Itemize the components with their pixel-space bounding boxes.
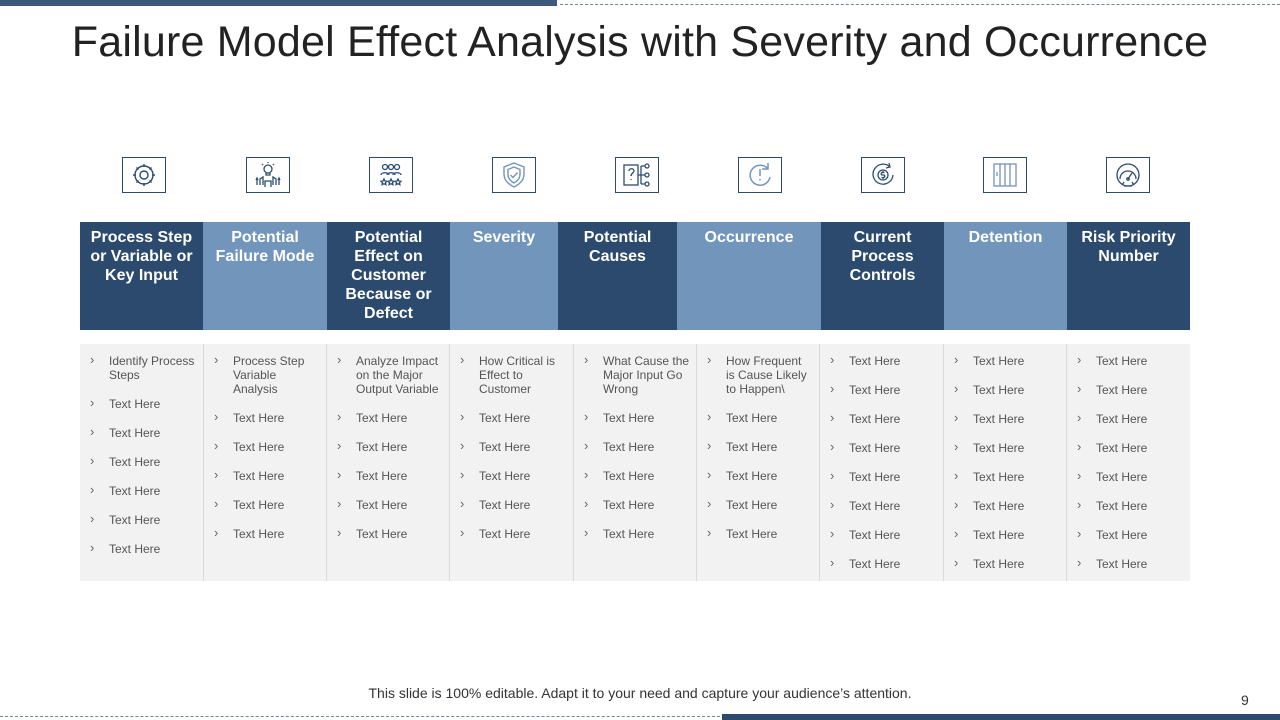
list-item: Text Here — [327, 439, 449, 454]
list-item: Text Here — [1067, 556, 1190, 571]
list-item: Text Here — [80, 541, 203, 556]
column-potential-causes: What Cause the Major Input Go Wrong Text… — [574, 344, 697, 581]
list-item: Text Here — [697, 526, 819, 541]
list-item: Text Here — [450, 439, 573, 454]
icon-row — [80, 157, 1190, 195]
bottom-dashed-line — [0, 716, 720, 717]
list-item: Text Here — [327, 497, 449, 512]
header-potential-failure-mode: Potential Failure Mode — [203, 222, 327, 330]
list-item: How Critical is Effect to Customer — [450, 353, 573, 396]
list-item: Text Here — [697, 497, 819, 512]
list-item: Text Here — [574, 526, 696, 541]
list-item: Text Here — [327, 468, 449, 483]
list-item: Text Here — [1067, 527, 1190, 542]
list-item: Text Here — [944, 411, 1066, 426]
list-item: Text Here — [450, 497, 573, 512]
list-item: What Cause the Major Input Go Wrong — [574, 353, 696, 396]
table-header-row: Process Step or Variable or Key Input Po… — [80, 222, 1190, 330]
list-item: Text Here — [820, 353, 943, 368]
list-item: Text Here — [820, 556, 943, 571]
list-item: Text Here — [327, 526, 449, 541]
header-severity: Severity — [450, 222, 558, 330]
header-risk-priority-number: Risk Priority Number — [1067, 222, 1190, 330]
column-occurrence: How Frequent is Cause Likely to Happen\ … — [697, 344, 820, 581]
slide-title: Failure Model Effect Analysis with Sever… — [71, 18, 1209, 66]
list-item: Text Here — [820, 527, 943, 542]
column-potential-effect: Analyze Impact on the Major Output Varia… — [327, 344, 450, 581]
list-item: Text Here — [1067, 469, 1190, 484]
list-item: How Frequent is Cause Likely to Happen\ — [697, 353, 819, 396]
header-detention: Detention — [944, 222, 1067, 330]
list-item: Text Here — [1067, 382, 1190, 397]
list-item: Text Here — [820, 440, 943, 455]
page-number: 9 — [1241, 692, 1249, 708]
list-item: Text Here — [327, 410, 449, 425]
list-item: Text Here — [944, 469, 1066, 484]
team-rating-icon — [369, 157, 413, 193]
list-item: Text Here — [574, 439, 696, 454]
table-body-row: Identify Process Steps Text Here Text He… — [80, 344, 1190, 581]
list-item: Text Here — [1067, 353, 1190, 368]
list-item: Text Here — [820, 469, 943, 484]
list-item: Text Here — [944, 382, 1066, 397]
list-item: Text Here — [204, 497, 326, 512]
list-item: Identify Process Steps — [80, 353, 203, 382]
list-item: Text Here — [944, 440, 1066, 455]
question-flow-icon — [615, 157, 659, 193]
refresh-alert-icon — [738, 157, 782, 193]
list-item: Text Here — [204, 526, 326, 541]
list-item: Text Here — [697, 439, 819, 454]
list-item: Text Here — [944, 556, 1066, 571]
list-item: Text Here — [697, 468, 819, 483]
column-detention: Text Here Text Here Text Here Text Here … — [944, 344, 1067, 581]
list-item: Text Here — [820, 382, 943, 397]
column-potential-failure-mode: Process Step Variable Analysis Text Here… — [204, 344, 327, 581]
dollar-cycle-icon — [861, 157, 905, 193]
column-current-process-controls: Text Here Text Here Text Here Text Here … — [820, 344, 944, 581]
list-item: Text Here — [574, 497, 696, 512]
gauge-icon — [1106, 157, 1150, 193]
list-item: Text Here — [204, 410, 326, 425]
list-item: Text Here — [80, 483, 203, 498]
list-item: Text Here — [450, 410, 573, 425]
list-item: Text Here — [574, 468, 696, 483]
header-current-process-controls: Current Process Controls — [821, 222, 944, 330]
list-item: Text Here — [204, 468, 326, 483]
header-potential-causes: Potential Causes — [558, 222, 677, 330]
column-severity: How Critical is Effect to Customer Text … — [450, 344, 574, 581]
fmea-table: Process Step or Variable or Key Input Po… — [80, 222, 1190, 581]
gear-cycle-icon — [122, 157, 166, 193]
list-item: Text Here — [1067, 411, 1190, 426]
list-item: Text Here — [204, 439, 326, 454]
list-item: Analyze Impact on the Major Output Varia… — [327, 353, 449, 396]
list-item: Text Here — [944, 498, 1066, 513]
list-item: Process Step Variable Analysis — [204, 353, 326, 396]
list-item: Text Here — [820, 411, 943, 426]
shield-check-icon — [492, 157, 536, 193]
list-item: Text Here — [80, 425, 203, 440]
header-potential-effect: Potential Effect on Customer Because or … — [327, 222, 450, 330]
footer-note: This slide is 100% editable. Adapt it to… — [368, 685, 912, 701]
list-item: Text Here — [697, 410, 819, 425]
list-item: Text Here — [80, 512, 203, 527]
header-occurrence: Occurrence — [677, 222, 821, 330]
list-item: Text Here — [1067, 498, 1190, 513]
list-item: Text Here — [80, 454, 203, 469]
header-process-step: Process Step or Variable or Key Input — [80, 222, 203, 330]
door-panel-icon — [983, 157, 1027, 193]
list-item: Text Here — [944, 353, 1066, 368]
list-item: Text Here — [574, 410, 696, 425]
top-dashed-line — [560, 4, 1280, 5]
list-item: Text Here — [80, 396, 203, 411]
list-item: Text Here — [1067, 440, 1190, 455]
top-accent-bar — [0, 0, 557, 6]
column-process-step: Identify Process Steps Text Here Text He… — [80, 344, 204, 581]
bottom-accent-bar — [722, 714, 1280, 720]
list-item: Text Here — [450, 468, 573, 483]
idea-people-icon — [246, 157, 290, 193]
list-item: Text Here — [450, 526, 573, 541]
list-item: Text Here — [944, 527, 1066, 542]
column-risk-priority-number: Text Here Text Here Text Here Text Here … — [1067, 344, 1190, 581]
list-item: Text Here — [820, 498, 943, 513]
